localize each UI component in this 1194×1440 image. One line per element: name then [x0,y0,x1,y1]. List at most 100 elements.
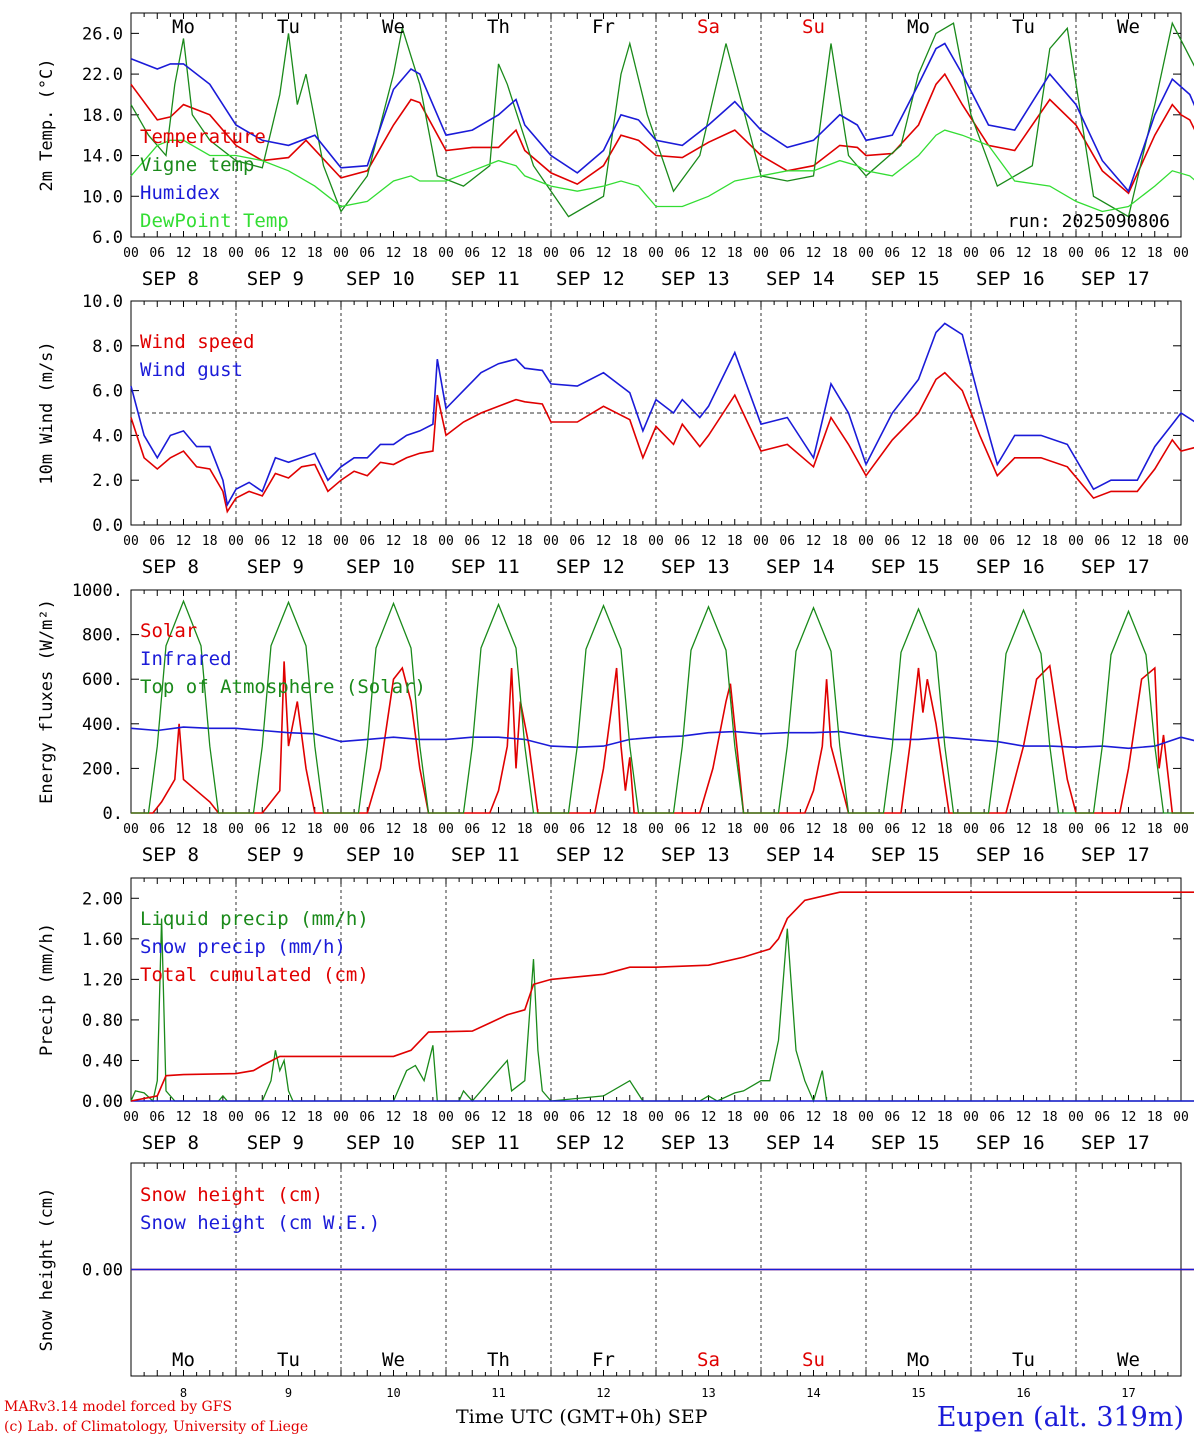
date-label: SEP 9 [247,268,304,290]
series-line-energy-0 [131,661,1194,814]
hour-tick-label: 00 [228,1110,244,1125]
hour-tick-label: 12 [596,246,612,261]
date-label: SEP 10 [346,556,415,578]
hour-tick-label: 00 [123,534,139,549]
legend-entry-snow: Snow height (cm) [140,1184,323,1206]
hour-tick-label: 06 [1094,534,1110,549]
hour-tick-label: 18 [307,534,323,549]
series-line-temp-3 [130,129,1194,213]
hour-tick-label: 00 [123,1110,139,1125]
hour-tick-label: 00 [438,1110,454,1125]
hour-tick-label: 12 [281,1110,297,1125]
hour-tick-label: 18 [937,822,953,837]
legend-entry-precip: Snow precip (mm/h) [140,936,346,958]
hour-tick-label: 00 [753,246,769,261]
hour-tick-label: 00 [753,534,769,549]
y-tick-label: 1.20 [82,970,123,990]
hour-tick-label: 18 [517,534,533,549]
hour-tick-label: 12 [1016,246,1032,261]
hour-tick-label: 18 [517,246,533,261]
hour-tick-label: 12 [596,1110,612,1125]
hour-tick-label: 06 [779,246,795,261]
y-tick-label: 10.0 [82,187,123,207]
hour-tick-label: 18 [1042,822,1058,837]
hour-tick-label: 12 [701,534,717,549]
hour-tick-label: 00 [858,822,874,837]
hour-tick-label: 00 [228,246,244,261]
hour-tick-label: 12 [1016,822,1032,837]
weekday-label: We [382,1349,405,1371]
date-label: SEP 14 [766,844,835,866]
weekday-label: Mo [172,1349,195,1371]
hour-tick-label: 06 [464,534,480,549]
hour-tick-label: 18 [727,822,743,837]
date-label: SEP 14 [766,1132,835,1154]
hour-tick-label: 12 [806,822,822,837]
date-label: SEP 13 [661,844,730,866]
y-tick-label: 14.0 [82,147,123,167]
hour-tick-label: 18 [832,1110,848,1125]
hour-tick-label: 06 [989,1110,1005,1125]
hour-tick-label: 12 [701,246,717,261]
day-number-label: 15 [911,1386,925,1400]
hour-tick-label: 06 [1094,1110,1110,1125]
hour-tick-label: 00 [648,246,664,261]
weekday-label: Tu [1012,1349,1035,1371]
hour-tick-label: 18 [1147,534,1163,549]
y-tick-label: 800. [82,626,123,646]
y-axis-label-temp: 2m Temp. (°C) [37,58,57,191]
weekday-label: Su [802,1349,825,1371]
hour-tick-label: 06 [674,534,690,549]
hour-tick-label: 18 [202,246,218,261]
date-label: SEP 8 [142,268,199,290]
hour-tick-label: 00 [543,822,559,837]
hour-tick-label: 06 [779,534,795,549]
hour-tick-label: 12 [491,1110,507,1125]
y-axis-label-precip: Precip (mm/h) [37,923,57,1056]
y-tick-label: 0.00 [82,1092,123,1112]
hour-tick-label: 00 [123,822,139,837]
hour-tick-label: 06 [989,246,1005,261]
hour-tick-label: 12 [911,1110,927,1125]
run-annotation: run: 2025090806 [1007,211,1170,232]
hour-tick-label: 00 [333,534,349,549]
date-label: SEP 11 [451,1132,520,1154]
series-line-temp-1 [130,21,1194,218]
hour-tick-label: 12 [806,1110,822,1125]
day-number-label: 10 [386,1386,400,1400]
hour-tick-label: 00 [648,1110,664,1125]
hour-tick-label: 06 [674,822,690,837]
y-tick-label: 0.0 [92,516,123,536]
hour-tick-label: 00 [543,246,559,261]
date-label: SEP 16 [976,1132,1045,1154]
hour-tick-label: 18 [1147,1110,1163,1125]
hour-tick-label: 06 [254,822,270,837]
hour-tick-label: 00 [1173,1110,1189,1125]
date-label: SEP 10 [346,1132,415,1154]
hour-tick-label: 18 [622,1110,638,1125]
hour-tick-label: 00 [1068,1110,1084,1125]
hour-tick-label: 12 [1016,534,1032,549]
hour-tick-label: 06 [149,1110,165,1125]
weekday-label: Sa [697,1349,720,1371]
y-tick-label: 10.0 [82,292,123,312]
hour-tick-label: 12 [911,822,927,837]
x-axis-label: Time UTC (GMT+0h) SEP [456,1406,708,1428]
hour-tick-label: 12 [911,534,927,549]
legend-entry-snow: Snow height (cm W.E.) [140,1212,380,1234]
hour-tick-label: 00 [753,1110,769,1125]
hour-tick-label: 18 [832,534,848,549]
date-label: SEP 11 [451,556,520,578]
y-tick-label: 2.0 [92,471,123,491]
hour-tick-label: 06 [149,246,165,261]
hour-tick-label: 18 [727,246,743,261]
hour-tick-label: 00 [228,822,244,837]
hour-tick-label: 18 [1042,1110,1058,1125]
hour-tick-label: 18 [832,246,848,261]
hour-tick-label: 06 [989,822,1005,837]
y-tick-label: 18.0 [82,106,123,126]
hour-tick-label: 12 [281,246,297,261]
hour-tick-label: 18 [307,1110,323,1125]
hour-tick-label: 18 [412,246,428,261]
series-line-energy-2 [131,599,1194,814]
